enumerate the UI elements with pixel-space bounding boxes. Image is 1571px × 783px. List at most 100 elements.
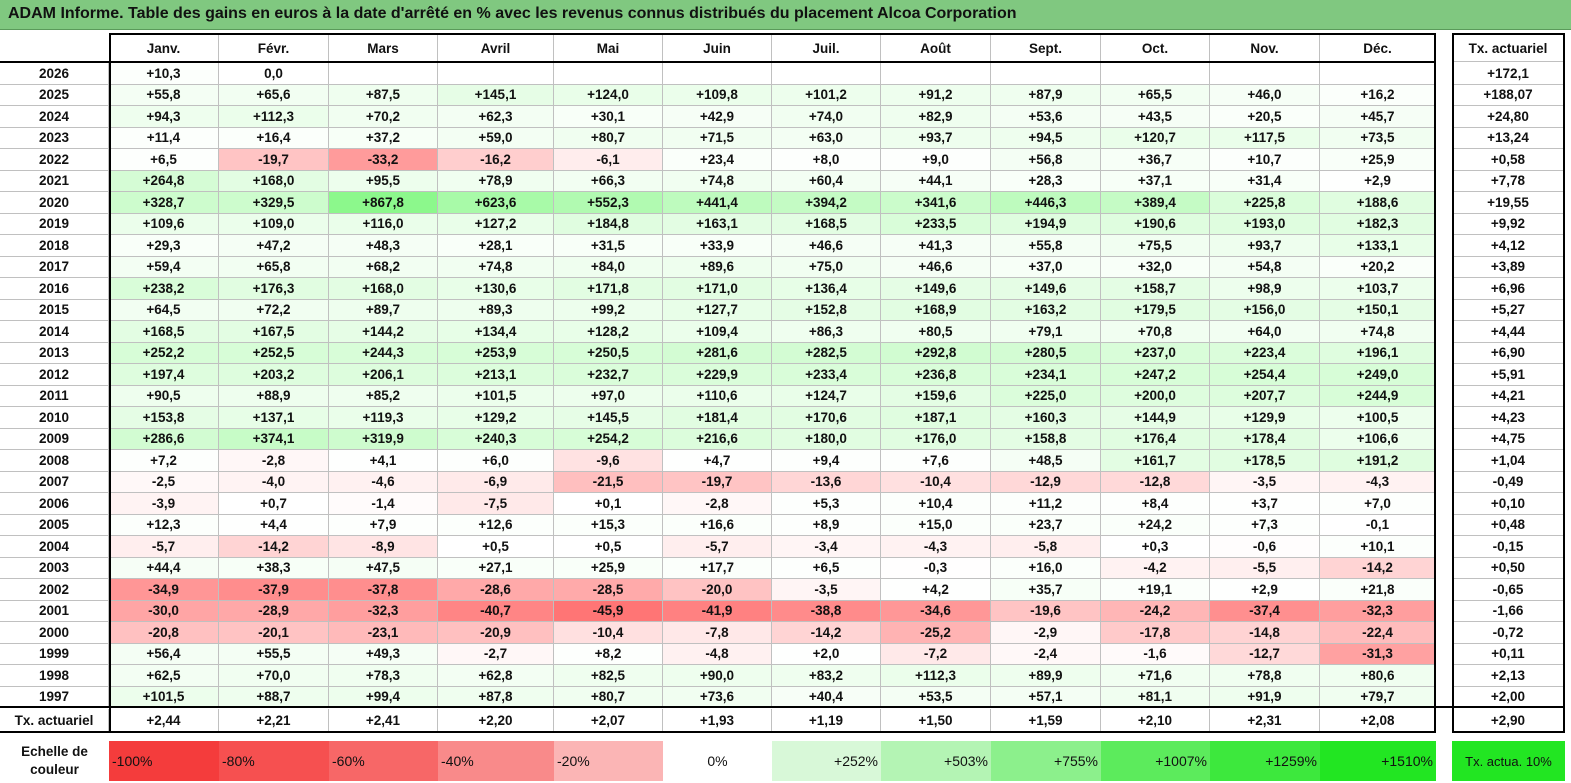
table-cell: +38,3 (219, 557, 329, 579)
table-cell: +156,0 (1210, 299, 1320, 321)
table-cell: +206,1 (329, 364, 438, 386)
table-cell: +62,5 (109, 665, 219, 687)
table-cell (881, 63, 991, 85)
table-cell: +867,8 (329, 192, 438, 214)
table-cell: +55,8 (991, 235, 1101, 257)
summary-cell: +1,93 (663, 709, 772, 733)
table-cell: +19,1 (1101, 579, 1210, 601)
year-label: 2014 (0, 321, 109, 343)
table-cell: +47,5 (329, 557, 438, 579)
table-cell: +229,9 (663, 364, 772, 386)
table-cell: -13,6 (772, 471, 881, 493)
table-cell: +194,9 (991, 213, 1101, 235)
year-label: 2004 (0, 536, 109, 558)
color-scale-swatch: -80% (219, 741, 329, 781)
table-cell: +79,7 (1320, 686, 1436, 708)
year-label: 2003 (0, 557, 109, 579)
table-cell: +341,6 (881, 192, 991, 214)
table-cell: +178,4 (1210, 428, 1320, 450)
rate-cell: -0,72 (1452, 622, 1565, 644)
table-cell: +238,2 (109, 278, 219, 300)
table-cell: +109,4 (663, 321, 772, 343)
table-cell: +6,0 (438, 450, 554, 472)
summary-cell: +1,50 (881, 709, 991, 733)
rate-cell: +3,89 (1452, 256, 1565, 278)
table-cell (663, 63, 772, 85)
table-cell: +11,4 (109, 127, 219, 149)
table-cell: +57,1 (991, 686, 1101, 708)
year-label: 2005 (0, 514, 109, 536)
table-cell: +12,3 (109, 514, 219, 536)
table-cell: +44,4 (109, 557, 219, 579)
rate-cell: +188,07 (1452, 84, 1565, 106)
table-cell: +128,2 (554, 321, 663, 343)
table-cell: +4,4 (219, 514, 329, 536)
table-cell: +90,5 (109, 385, 219, 407)
legend-label: Echelle de couleur (21, 744, 88, 777)
year-label: 2021 (0, 170, 109, 192)
table-cell: +17,7 (663, 557, 772, 579)
table-cell: +46,0 (1210, 84, 1320, 106)
table-cell: +187,1 (881, 407, 991, 429)
table-cell: +134,4 (438, 321, 554, 343)
table-cell: +10,4 (881, 493, 991, 515)
rate-cell: +0,50 (1452, 557, 1565, 579)
rate-cell: +5,91 (1452, 364, 1565, 386)
rate-cell: +0,58 (1452, 149, 1565, 171)
table-cell: +49,3 (329, 643, 438, 665)
rate-cell: +5,27 (1452, 299, 1565, 321)
color-scale-swatch: +1007% (1101, 741, 1210, 781)
table-cell: -12,8 (1101, 471, 1210, 493)
table-cell: -32,3 (1320, 600, 1436, 622)
table-cell: +182,3 (1320, 213, 1436, 235)
rate-cell: +4,23 (1452, 407, 1565, 429)
table-cell: -21,5 (554, 471, 663, 493)
table-cell: +207,7 (1210, 385, 1320, 407)
table-cell: +74,0 (772, 106, 881, 128)
table-cell: -2,7 (438, 643, 554, 665)
table-cell: -4,3 (1320, 471, 1436, 493)
table-cell: +31,5 (554, 235, 663, 257)
table-cell: +249,0 (1320, 364, 1436, 386)
table-cell: -25,2 (881, 622, 991, 644)
table-cell: +89,3 (438, 299, 554, 321)
table-cell: -7,8 (663, 622, 772, 644)
table-cell: +103,7 (1320, 278, 1436, 300)
table-cell: -20,1 (219, 622, 329, 644)
color-scale-swatch: +1510% (1320, 741, 1436, 781)
color-scale-swatch: -40% (438, 741, 554, 781)
table-cell: +280,5 (991, 342, 1101, 364)
color-scale-swatch: 0% (663, 741, 772, 781)
table-cell: +2,9 (1320, 170, 1436, 192)
table-cell: -5,8 (991, 536, 1101, 558)
summary-cell: +1,19 (772, 709, 881, 733)
rate-cell: +2,13 (1452, 665, 1565, 687)
table-cell: +7,6 (881, 450, 991, 472)
month-header: Mai (554, 35, 663, 62)
table-cell: +91,2 (881, 84, 991, 106)
table-cell: +46,6 (881, 256, 991, 278)
table-cell: +71,5 (663, 127, 772, 149)
color-scale-swatch: +755% (991, 741, 1101, 781)
month-header: Nov. (1210, 35, 1320, 62)
rate-cell: +4,44 (1452, 321, 1565, 343)
table-cell: +78,3 (329, 665, 438, 687)
table-cell: -2,4 (991, 643, 1101, 665)
table-cell: +4,7 (663, 450, 772, 472)
table-cell: +12,6 (438, 514, 554, 536)
table-cell: +120,7 (1101, 127, 1210, 149)
table-cell: +66,3 (554, 170, 663, 192)
table-cell: -6,1 (554, 149, 663, 171)
table-cell: +329,5 (219, 192, 329, 214)
table-cell: +10,3 (109, 63, 219, 85)
table-cell: +232,7 (554, 364, 663, 386)
table-cell: +11,2 (991, 493, 1101, 515)
table-cell: +110,6 (663, 385, 772, 407)
table-cell: +90,0 (663, 665, 772, 687)
table-cell: +78,8 (1210, 665, 1320, 687)
table-cell: +45,7 (1320, 106, 1436, 128)
table-cell: +32,0 (1101, 256, 1210, 278)
table-cell: +89,9 (991, 665, 1101, 687)
table-cell: +176,4 (1101, 428, 1210, 450)
table-cell: +88,9 (219, 385, 329, 407)
